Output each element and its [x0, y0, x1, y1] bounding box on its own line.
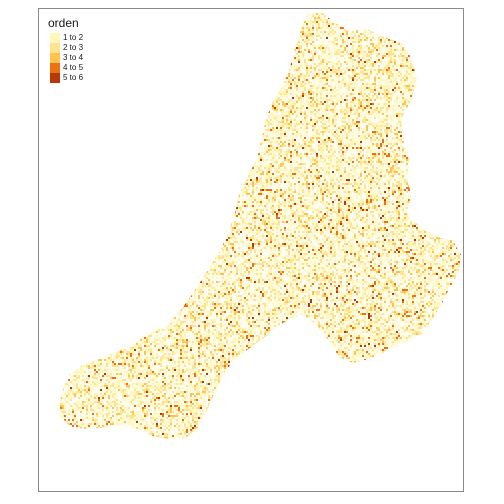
- legend-title: orden: [48, 16, 79, 30]
- legend-swatch: [50, 43, 60, 53]
- legend-swatch: [50, 63, 60, 73]
- legend-item-4-to-5: 4 to 5: [50, 63, 83, 73]
- stream-order-raster: [59, 12, 461, 439]
- legend-label: 1 to 2: [63, 33, 84, 42]
- legend-label: 4 to 5: [63, 63, 84, 72]
- map-legend: orden 1 to 2 2 to 3 3 to 4 4 to 5 5 to 6: [48, 16, 83, 83]
- legend-label: 3 to 4: [63, 53, 84, 62]
- legend-item-3-to-4: 3 to 4: [50, 53, 83, 63]
- map-frame: orden 1 to 2 2 to 3 3 to 4 4 to 5 5 to 6: [38, 8, 464, 492]
- legend-label: 5 to 6: [63, 73, 84, 82]
- map-canvas: [59, 12, 461, 439]
- legend-swatch: [50, 33, 60, 43]
- legend-item-5-to-6: 5 to 6: [50, 73, 83, 83]
- legend-swatch: [50, 53, 60, 63]
- legend-swatch: [50, 73, 60, 83]
- legend-label: 2 to 3: [63, 43, 84, 52]
- legend-item-1-to-2: 1 to 2: [50, 33, 83, 43]
- raster-class-4: [59, 12, 461, 439]
- legend-item-2-to-3: 2 to 3: [50, 43, 83, 53]
